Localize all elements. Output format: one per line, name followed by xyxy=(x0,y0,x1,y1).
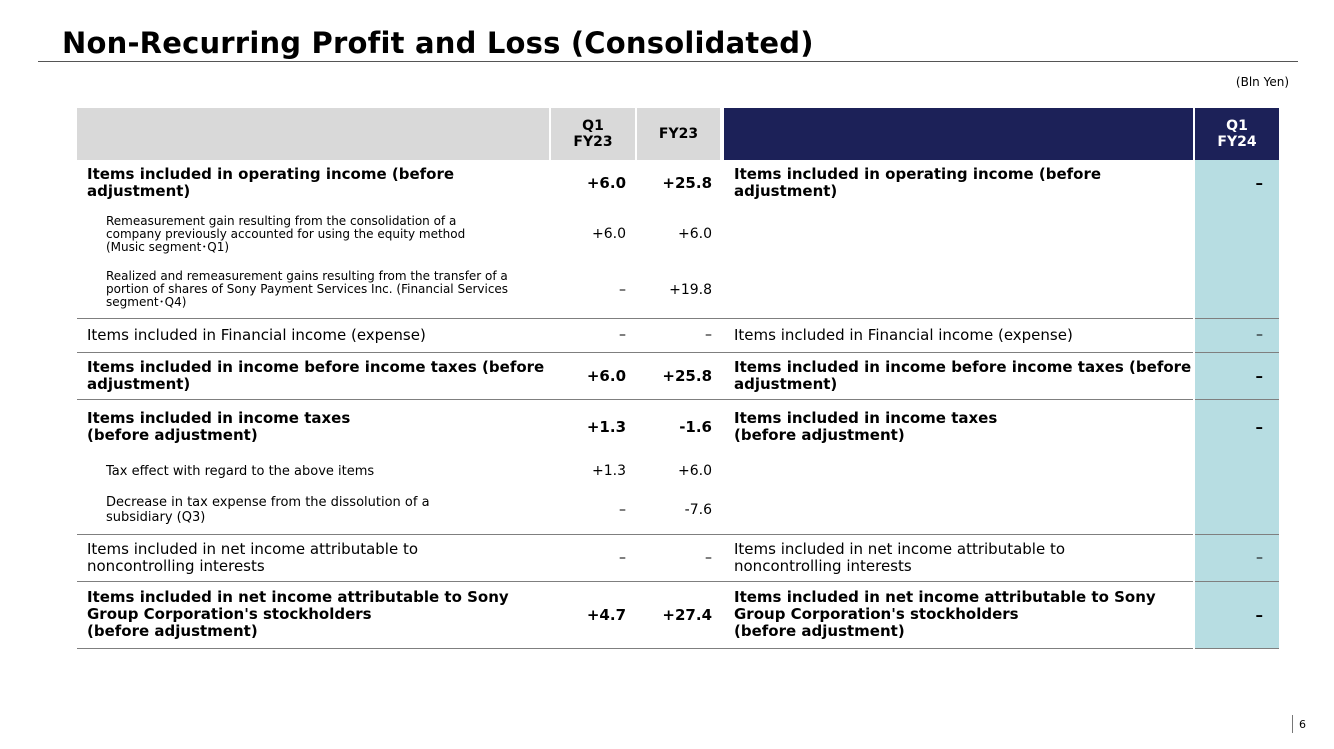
row-value-q1-fy23: +4.7 xyxy=(550,581,636,649)
table-row: Items included in income before income t… xyxy=(77,352,1279,400)
row-value-fy23: +6.0 xyxy=(678,463,712,479)
table-row: Realized and remeasurement gains resulti… xyxy=(77,262,1279,319)
row-value-fy23: +25.8 xyxy=(636,352,722,400)
row-right-label: Items included in net income attributabl… xyxy=(722,534,1194,582)
table-row: Remeasurement gain resulting from the co… xyxy=(77,206,1279,262)
row-value-q1-fy24: – xyxy=(1193,399,1279,455)
row-value-q1-fy23: – xyxy=(550,487,636,535)
row-right-label: Items included in Financial income (expe… xyxy=(722,318,1194,353)
row-label: Items included in Financial income (expe… xyxy=(77,318,550,353)
row-label: Remeasurement gain resulting from the co… xyxy=(106,213,466,254)
row-value-q1-fy24: – xyxy=(1193,581,1279,649)
row-value-q1-fy24: – xyxy=(1193,352,1279,400)
row-right-blank xyxy=(722,206,1194,262)
header-blank-right xyxy=(720,108,1194,160)
row-label: Items included in net income attributabl… xyxy=(77,534,550,582)
row-value-fy23: +6.0 xyxy=(678,226,712,242)
row-value-q1-fy24: – xyxy=(1193,318,1279,353)
row-value-q1-fy24: – xyxy=(1193,160,1279,206)
row-value-q1-fy23: – xyxy=(550,262,636,319)
row-value-q1-fy23: +1.3 xyxy=(586,418,626,437)
row-label: Decrease in tax expense from the dissolu… xyxy=(77,487,550,535)
row-value-q1-fy24-blank xyxy=(1193,455,1279,487)
row-right-label: Items included in income taxes (before a… xyxy=(734,409,998,445)
table-row: Decrease in tax expense from the dissolu… xyxy=(77,487,1279,535)
page-number-divider xyxy=(1292,715,1293,733)
header-blank-left xyxy=(77,108,550,160)
row-value-q1-fy23: – xyxy=(550,534,636,582)
row-label: Items included in operating income (befo… xyxy=(87,165,455,200)
row-label: Items included in income before income t… xyxy=(77,352,550,400)
row-right-label: Items included in income before income t… xyxy=(722,352,1194,400)
row-value-q1-fy23: +6.0 xyxy=(592,226,626,242)
row-value-fy23: -7.6 xyxy=(636,487,722,535)
row-label: Realized and remeasurement gains resulti… xyxy=(77,262,550,319)
header-q1-fy24: Q1 FY24 xyxy=(1193,108,1279,160)
header-q1-fy23: Q1 FY23 xyxy=(549,108,637,160)
table-row: Items included in net income attributabl… xyxy=(77,534,1279,582)
row-right-label: Items included in operating income (befo… xyxy=(734,165,1102,200)
row-value-q1-fy23: +6.0 xyxy=(586,174,626,192)
table-row: Items included in income taxes (before a… xyxy=(77,399,1279,455)
row-value-fy23: – xyxy=(636,534,722,582)
non-recurring-table: Q1 FY23 FY23 Q1 FY24 Items included in o… xyxy=(77,108,1279,649)
row-right-label: Items included in net income attributabl… xyxy=(722,581,1194,649)
table-row: Items included in Financial income (expe… xyxy=(77,318,1279,353)
row-label: Items included in net income attributabl… xyxy=(77,581,550,649)
row-value-q1-fy23: – xyxy=(550,318,636,353)
row-value-q1-fy24: – xyxy=(1193,534,1279,582)
unit-label: (Bln Yen) xyxy=(1235,75,1289,89)
row-value-fy23: -1.6 xyxy=(679,418,712,437)
row-right-blank xyxy=(722,487,1194,535)
page-title: Non-Recurring Profit and Loss (Consolida… xyxy=(62,26,814,60)
row-value-fy23: +19.8 xyxy=(636,262,722,319)
table-row: Items included in net income attributabl… xyxy=(77,581,1279,649)
row-right-blank xyxy=(722,262,1194,319)
row-value-q1-fy23: +1.3 xyxy=(592,463,626,479)
row-value-q1-fy24-blank xyxy=(1193,206,1279,262)
table-header-row: Q1 FY23 FY23 Q1 FY24 xyxy=(77,108,1279,160)
row-value-fy23: +27.4 xyxy=(636,581,722,649)
row-label: Items included in income taxes (before a… xyxy=(87,409,351,445)
row-right-blank xyxy=(722,455,1194,487)
table-row: Tax effect with regard to the above item… xyxy=(77,455,1279,487)
row-value-fy23: +25.8 xyxy=(662,174,712,192)
row-value-fy23: – xyxy=(636,318,722,353)
row-value-q1-fy24-blank xyxy=(1193,487,1279,535)
row-value-q1-fy24-blank xyxy=(1193,262,1279,319)
table-row: Items included in operating income (befo… xyxy=(77,160,1279,206)
row-value-q1-fy23: +6.0 xyxy=(550,352,636,400)
title-divider xyxy=(38,61,1298,62)
page-number: 6 xyxy=(1299,718,1306,731)
header-fy23: FY23 xyxy=(636,108,722,160)
row-label: Tax effect with regard to the above item… xyxy=(106,463,375,479)
